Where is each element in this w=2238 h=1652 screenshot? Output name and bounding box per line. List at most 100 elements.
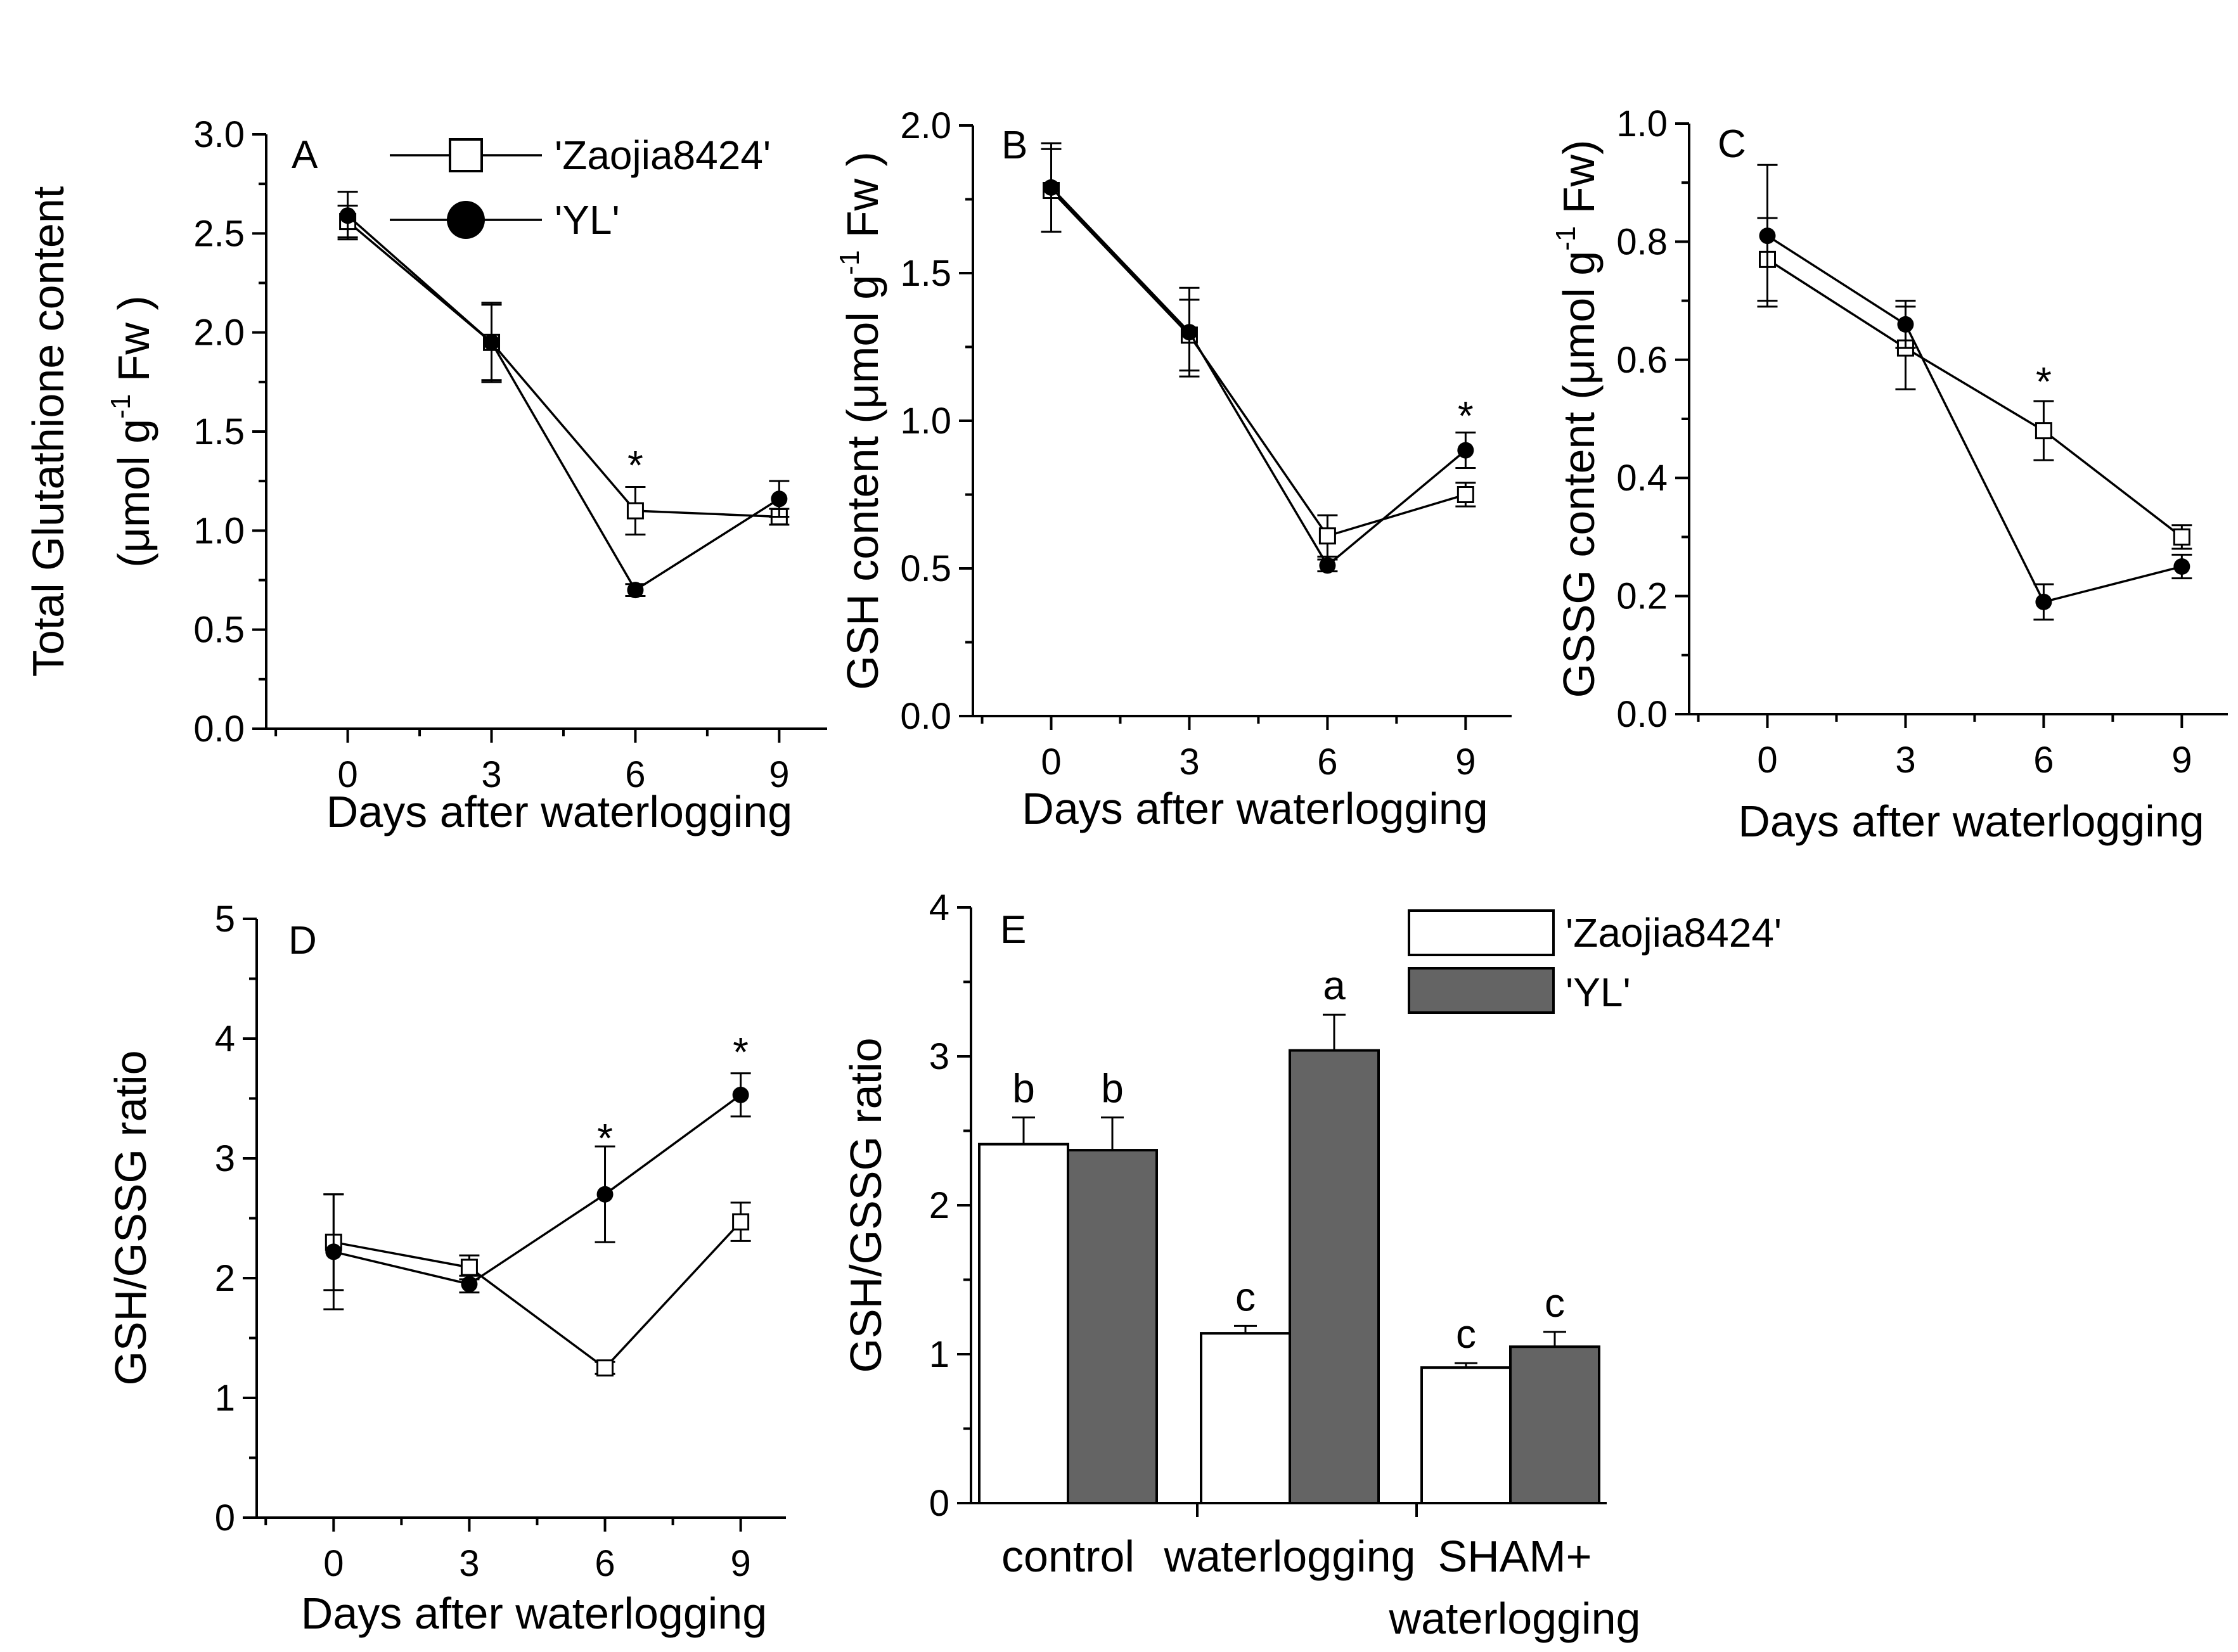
data-point-square [596, 1359, 614, 1377]
data-point-circle [461, 1276, 478, 1293]
y-tick-label: 3 [929, 1036, 949, 1077]
x-tick-label: 9 [769, 754, 789, 795]
bar [978, 1143, 1069, 1504]
data-point-square [626, 502, 644, 520]
panel-label: C [1718, 122, 1746, 166]
data-point-circle [732, 1086, 749, 1103]
data-point-circle [339, 207, 356, 224]
series-line-1 [333, 1220, 742, 1370]
x-tick-label: 9 [2171, 740, 2192, 781]
bar [1509, 1345, 1600, 1504]
significance-star: * [733, 1029, 749, 1075]
significance-letter: a [1323, 963, 1346, 1008]
category-label-line2: waterlogging [1389, 1594, 1641, 1643]
y-tick-label: 1.5 [193, 411, 245, 452]
category-label: SHAM+ [1437, 1532, 1592, 1581]
y-axis-label: Total Glutathione content [23, 186, 73, 677]
legend-swatch-1 [1408, 909, 1555, 956]
bar [1289, 1049, 1380, 1504]
y-tick-label: 1.0 [1616, 103, 1668, 144]
x-tick-label: 0 [323, 1543, 344, 1584]
x-tick-label: 9 [1455, 741, 1476, 783]
legend-marker-circle [447, 201, 485, 239]
x-tick-label: 3 [1179, 741, 1199, 783]
x-tick-label: 3 [481, 754, 501, 795]
significance-star: * [627, 442, 643, 488]
y-tick-label: 2 [929, 1185, 949, 1226]
y-axis-label-text: GSH content (μmol g [838, 275, 887, 690]
x-axis-label: Days after waterlogging [1022, 784, 1488, 833]
x-tick-label: 6 [2033, 740, 2054, 781]
y-tick-label: 0.8 [1616, 221, 1668, 262]
y-tick-label: 5 [215, 899, 235, 940]
legend-label-2: 'YL' [555, 197, 620, 243]
y-tick-label: 0.0 [1616, 694, 1668, 735]
significance-letter: b [1101, 1065, 1124, 1111]
y-tick-label: 4 [929, 887, 949, 928]
y-tick-label: 0.6 [1616, 340, 1668, 381]
y-tick-label: 1 [929, 1334, 949, 1375]
x-tick-label: 0 [1757, 740, 1777, 781]
panel-label: B [1001, 124, 1027, 167]
y-tick-label: 2.0 [193, 312, 245, 354]
category-label: waterlogging [1164, 1532, 1416, 1581]
y-tick-label: 0.5 [193, 610, 245, 651]
y-axis-label-text: (μmol g [109, 419, 158, 568]
data-point-circle [2035, 593, 2052, 610]
chart-panel-c: 0.0 0.2 0.4 0.6 0.8 1.0 0 3 6 9 Days after waterlo… [1550, 103, 2228, 846]
data-point-circle [627, 582, 644, 599]
y-tick-label: 3 [215, 1138, 235, 1179]
data-point-circle [2173, 558, 2190, 575]
y-axis-label-unit: GSH/GSSG ratio [106, 1050, 155, 1385]
significance-star: * [1458, 393, 1474, 439]
y-axis-label-unit: GSSG content (μmol g-1 Fw) [1550, 140, 1604, 698]
bar [1200, 1332, 1291, 1505]
y-axis-label-suffix: Fw ) [838, 151, 887, 250]
data-point-circle [596, 1186, 614, 1203]
series-line-1 [1050, 189, 1466, 537]
y-axis-label-suffix: Fw) [1554, 140, 1604, 226]
significance-letter: b [1012, 1065, 1035, 1111]
bar [1420, 1366, 1512, 1504]
series-line-2 [333, 1094, 742, 1286]
data-point-circle [325, 1243, 342, 1260]
x-tick-label: 3 [1895, 740, 1915, 781]
y-tick-label: 0.5 [900, 548, 951, 589]
x-axis-label: Days after waterlogging [301, 1589, 767, 1638]
y-tick-label: 2 [215, 1258, 235, 1299]
y-tick-label: 0.2 [1616, 576, 1668, 617]
chart-panel-d: 0 1 2 3 4 5 0 3 6 9 Days after waterlogging GSH/GSS… [106, 899, 786, 1638]
y-axis-label: GSH/GSSG ratio [841, 1037, 891, 1373]
data-point-circle [1457, 442, 1474, 459]
x-axis-label: Days after waterlogging [1738, 797, 2204, 846]
data-point-circle [1043, 179, 1060, 196]
y-tick-label: 4 [215, 1018, 235, 1060]
y-axis-label-superscript: -1 [1550, 226, 1581, 251]
x-tick-label: 9 [730, 1543, 750, 1584]
data-point-square [2173, 528, 2190, 546]
x-tick-label: 6 [625, 754, 645, 795]
panel-label: D [288, 919, 317, 963]
series-line-2 [347, 214, 780, 592]
legend-marker-square [449, 138, 483, 172]
x-tick-label: 0 [337, 754, 357, 795]
x-tick-label: 6 [595, 1543, 615, 1584]
legend-swatch-2 [1408, 967, 1555, 1014]
x-axis-label: Days after waterlogging [326, 787, 792, 836]
y-tick-label: 1 [215, 1378, 235, 1419]
y-tick-label: 0.0 [193, 708, 245, 750]
data-point-circle [1319, 557, 1336, 574]
x-tick-label: 0 [1041, 741, 1061, 783]
data-point-circle [1897, 316, 1914, 333]
data-point-square [732, 1213, 750, 1231]
data-point-square [2035, 422, 2052, 440]
legend-label-2: 'YL' [1566, 970, 1631, 1015]
bar [1067, 1149, 1158, 1505]
y-axis-label-superscript: -1 [834, 250, 865, 275]
series-line-2 [1766, 234, 2182, 603]
significance-star: * [597, 1115, 613, 1161]
data-point-circle [1181, 324, 1198, 341]
y-tick-label: 1.5 [900, 253, 951, 294]
significance-letter: c [1456, 1311, 1476, 1357]
